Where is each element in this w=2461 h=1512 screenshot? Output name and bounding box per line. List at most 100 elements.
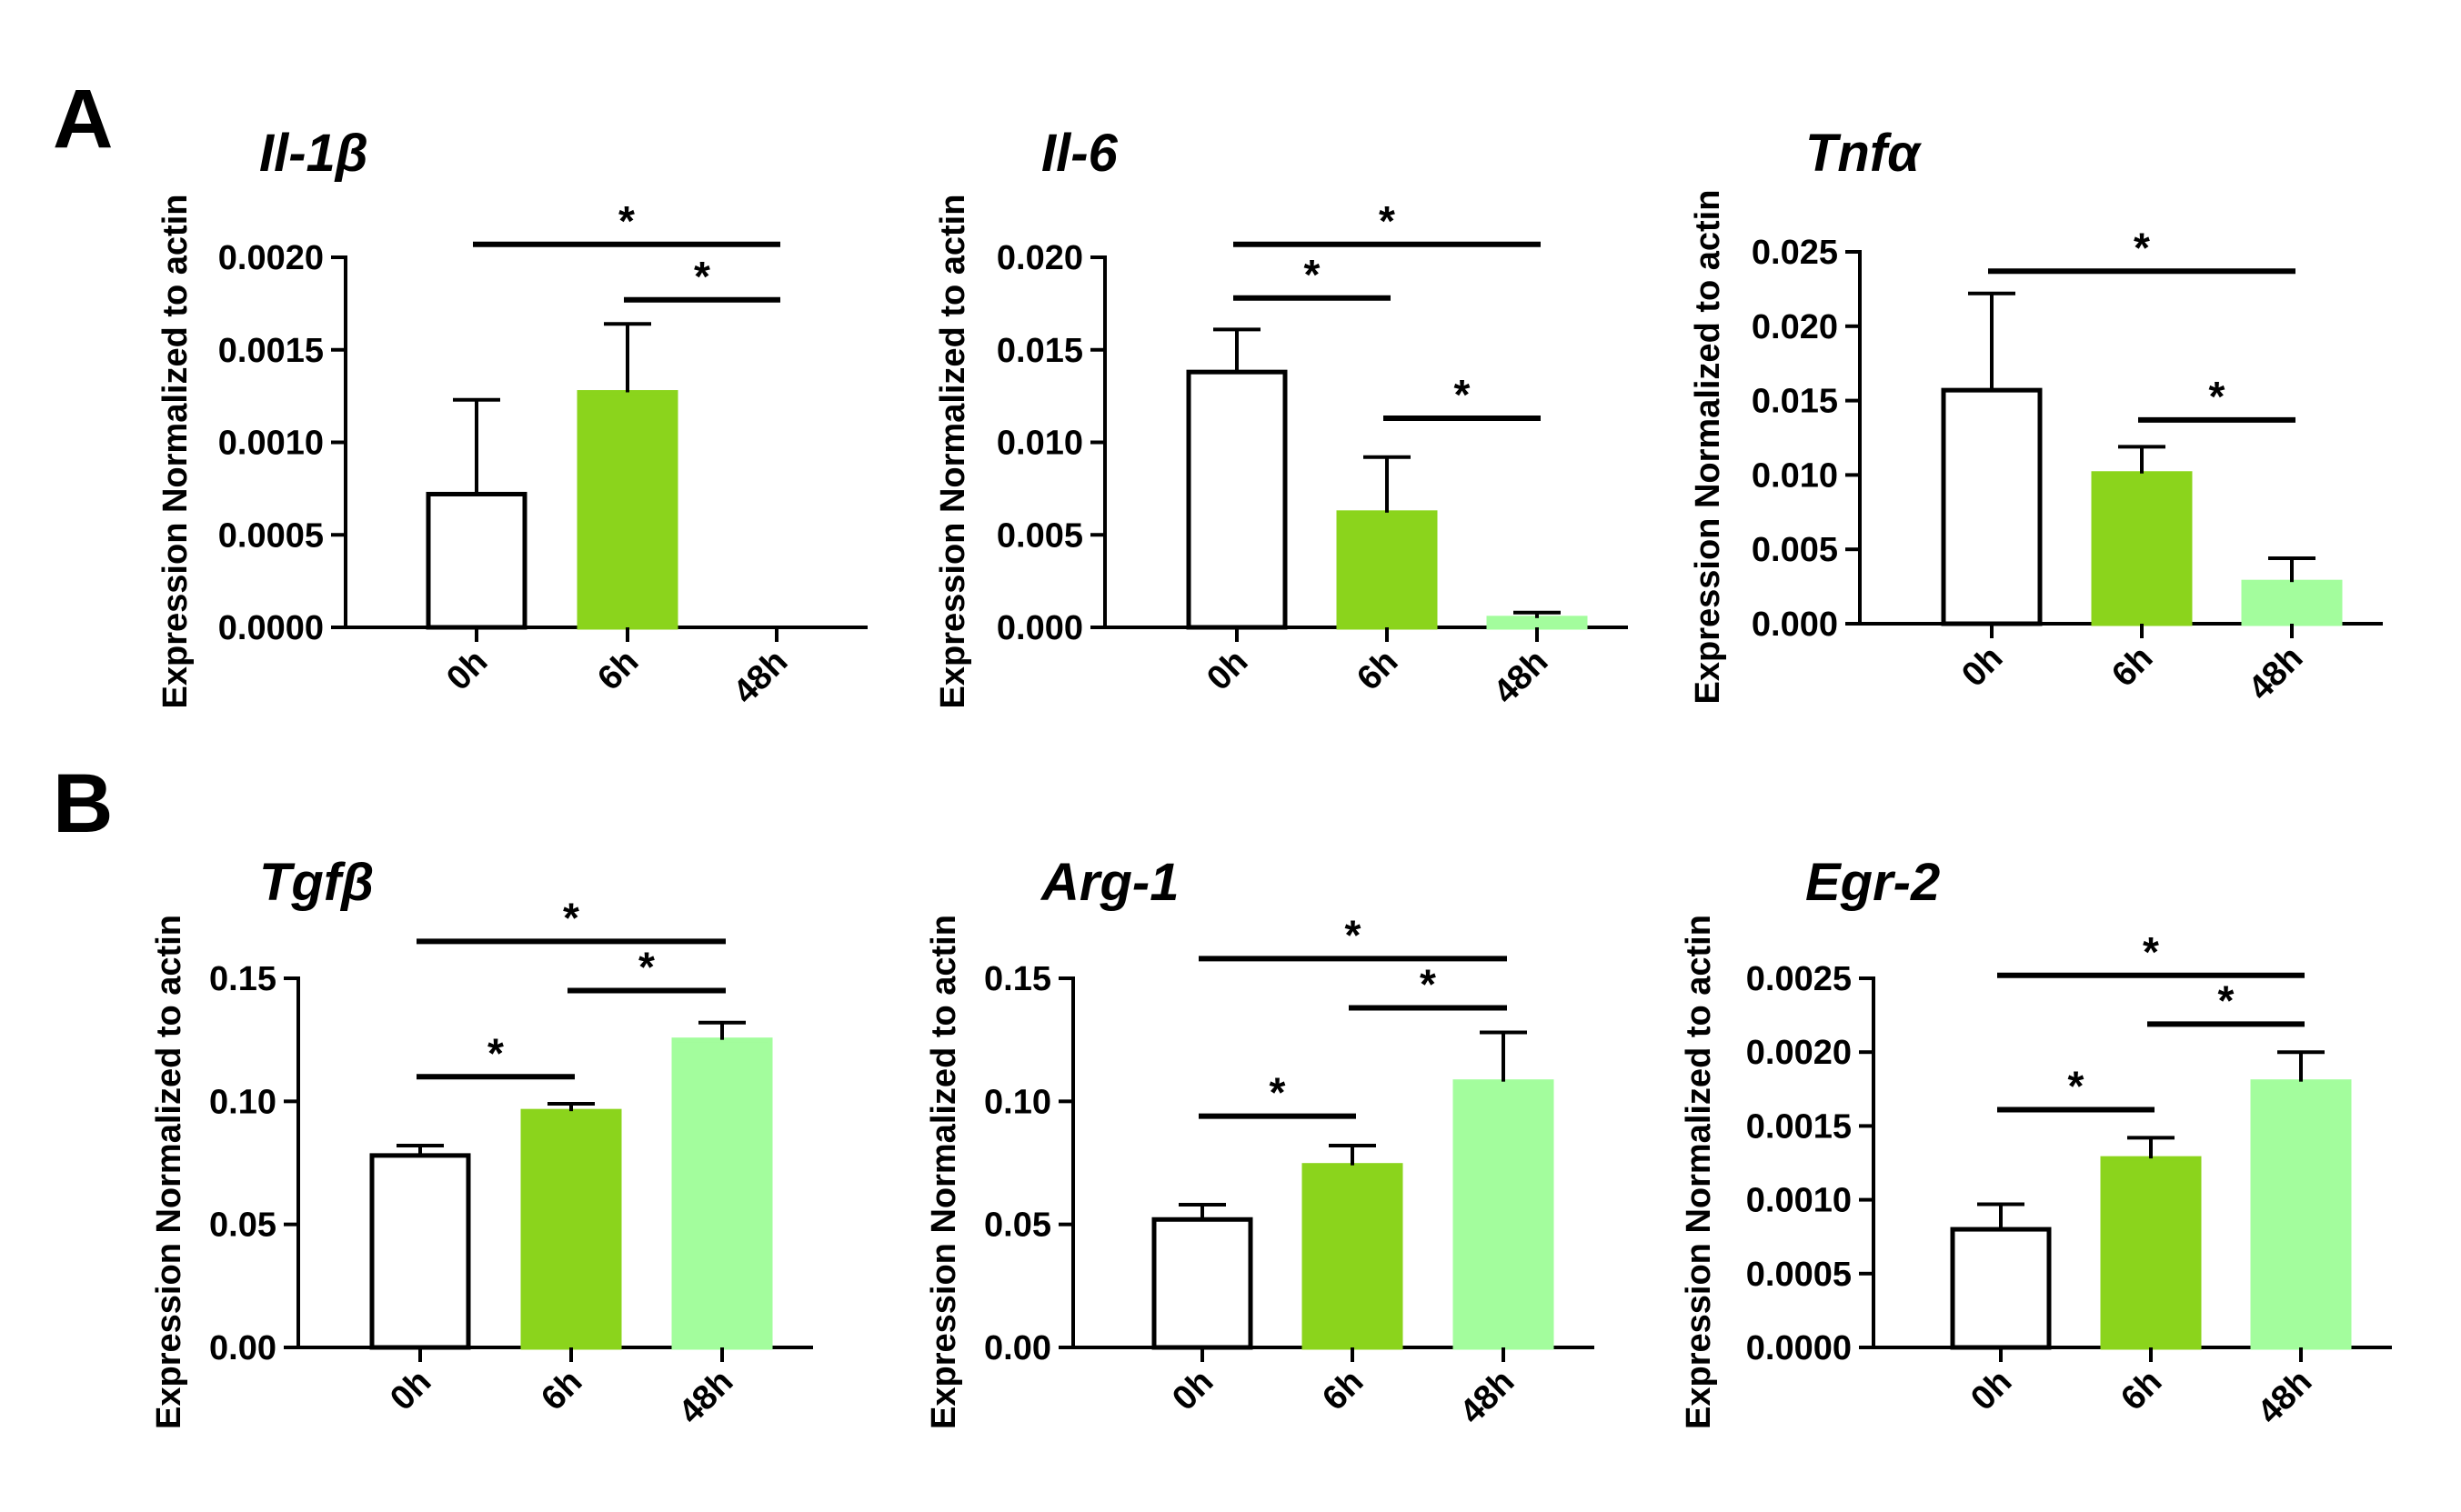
x-tick-label-6h: 6h <box>2114 1363 2169 1418</box>
y-tick-label: 0.10 <box>984 1083 1051 1121</box>
chart-title: Tgfβ <box>259 853 374 912</box>
significance-star: * <box>1304 251 1321 298</box>
significance-star: * <box>2134 224 2150 271</box>
bar-6h <box>2091 471 2193 626</box>
y-tick-label: 0.0000 <box>1746 1329 1852 1367</box>
bar-0h <box>1186 369 1288 630</box>
bar-6h <box>1301 1163 1403 1350</box>
y-tick-label: 0.0020 <box>218 239 324 277</box>
y-tick-label: 0.15 <box>984 960 1051 998</box>
bar-48h <box>671 1037 773 1350</box>
significance-star: * <box>1379 197 1395 245</box>
x-tick-label-6h: 6h <box>2104 639 2160 695</box>
y-tick-label: 0.025 <box>1752 234 1838 272</box>
bar-0h <box>1950 1227 2052 1350</box>
x-tick-label-6h: 6h <box>1350 643 1405 698</box>
chart-title: Egr-2 <box>1805 853 1940 912</box>
significance-star: * <box>1454 371 1471 418</box>
x-tick-label-48h: 48h <box>1486 643 1555 712</box>
bar-6h <box>577 390 678 630</box>
x-tick-label-48h: 48h <box>671 1363 740 1432</box>
chart-title: Il-6 <box>1041 124 1119 183</box>
y-axis-label: Expression Normalized to actin <box>1689 190 1727 705</box>
x-tick-label-0h: 0h <box>439 643 495 698</box>
x-tick-label-0h: 0h <box>1964 1363 2019 1418</box>
x-tick-label-48h: 48h <box>2250 1363 2319 1432</box>
y-axis-label: Expression Normalized to actin <box>934 195 972 709</box>
y-axis-label: Expression Normalized to actin <box>150 915 188 1429</box>
significance-star: * <box>487 1029 504 1076</box>
y-tick-label: 0.000 <box>1752 606 1838 644</box>
significance-star: * <box>563 894 579 941</box>
x-tick-label-0h: 0h <box>1954 639 2010 695</box>
y-tick-label: 0.0020 <box>1746 1034 1852 1072</box>
panel-label-a: A <box>53 73 113 165</box>
y-tick-label: 0.0010 <box>1746 1182 1852 1220</box>
y-tick-label: 0.020 <box>997 239 1083 277</box>
bar-6h <box>520 1108 622 1350</box>
chart-5: Egr-2 Expression Normalized to actin 0.000… <box>1680 853 2392 1432</box>
significance-star: * <box>2209 373 2225 420</box>
panel-label-b: B <box>53 757 113 850</box>
x-tick-label-6h: 6h <box>590 643 646 698</box>
significance-star: * <box>1345 911 1361 958</box>
x-tick-label-6h: 6h <box>1315 1363 1371 1418</box>
y-tick-label: 0.015 <box>997 332 1083 370</box>
significance-star: * <box>2068 1063 2084 1110</box>
y-tick-label: 0.00 <box>984 1329 1051 1367</box>
y-tick-label: 0.15 <box>209 960 276 998</box>
y-tick-label: 0.005 <box>1752 531 1838 569</box>
y-axis-label: Expression Normalized to actin <box>925 915 963 1429</box>
chart-0: Il-1β Expression Normalized to actin 0.000… <box>156 124 868 712</box>
significance-star: * <box>2143 928 2159 976</box>
chart-1: Il-6 Expression Normalized to actin 0.000 0… <box>934 124 1628 712</box>
x-tick-label-0h: 0h <box>1165 1363 1220 1418</box>
y-tick-label: 0.010 <box>997 425 1083 463</box>
significance-star: * <box>1420 960 1436 1007</box>
y-tick-label: 0.0005 <box>1746 1256 1852 1294</box>
y-tick-label: 0.0015 <box>218 332 324 370</box>
y-tick-label: 0.005 <box>997 516 1083 555</box>
y-tick-label: 0.10 <box>209 1083 276 1121</box>
y-axis-label: Expression Normalized to actin <box>156 195 195 709</box>
y-tick-label: 0.015 <box>1752 383 1838 421</box>
y-tick-label: 0.05 <box>209 1207 276 1245</box>
y-tick-label: 0.020 <box>1752 308 1838 346</box>
bar-6h <box>2100 1156 2202 1350</box>
x-tick-label-48h: 48h <box>1452 1363 1522 1432</box>
y-tick-label: 0.05 <box>984 1207 1051 1245</box>
bar-48h <box>2250 1079 2352 1350</box>
chart-title: Il-1β <box>259 124 368 183</box>
significance-star: * <box>2218 976 2235 1024</box>
chart-title: Tnfα <box>1805 124 1922 183</box>
significance-star: * <box>618 197 635 245</box>
y-tick-label: 0.0025 <box>1746 960 1852 998</box>
bar-48h <box>1452 1079 1554 1350</box>
chart-2: Tnfα Expression Normalized to actin 0.000 0… <box>1689 124 2383 708</box>
y-tick-label: 0.00 <box>209 1329 276 1367</box>
y-tick-label: 0.000 <box>997 609 1083 647</box>
significance-star: * <box>1270 1069 1286 1116</box>
x-tick-label-48h: 48h <box>726 643 795 712</box>
x-tick-label-0h: 0h <box>1200 643 1255 698</box>
bar-0h <box>1151 1217 1253 1350</box>
significance-star: * <box>638 944 655 991</box>
chart-3: Tgfβ Expression Normalized to actin 0.00 0.… <box>150 853 813 1432</box>
y-tick-label: 0.0000 <box>218 609 324 647</box>
chart-title: Arg-1 <box>1040 853 1179 912</box>
x-tick-label-0h: 0h <box>383 1363 438 1418</box>
bar-0h <box>426 491 527 630</box>
bar-6h <box>1336 510 1438 630</box>
bar-48h <box>1486 616 1588 630</box>
chart-4: Arg-1 Expression Normalized to actin 0.00 0… <box>925 853 1594 1432</box>
x-tick-label-48h: 48h <box>2241 639 2310 708</box>
y-tick-label: 0.0015 <box>1746 1107 1852 1146</box>
y-tick-label: 0.010 <box>1752 456 1838 495</box>
y-axis-label: Expression Normalized to actin <box>1680 915 1718 1429</box>
bar-0h <box>369 1153 471 1350</box>
bar-48h <box>2241 579 2343 626</box>
bar-0h <box>1941 387 2043 626</box>
x-tick-label-6h: 6h <box>534 1363 589 1418</box>
